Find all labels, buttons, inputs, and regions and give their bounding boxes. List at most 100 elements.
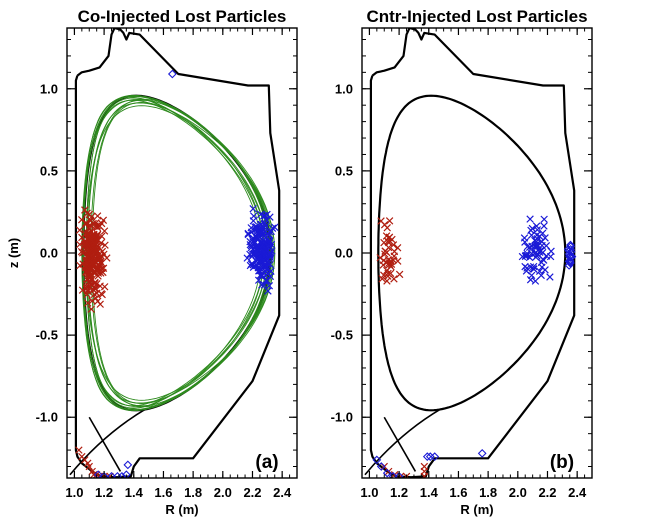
lost-particle-x-marker <box>75 446 83 454</box>
lost-particle-x-marker <box>377 217 385 225</box>
lost-particle-x-marker <box>252 223 261 231</box>
lost-particle-x-marker <box>532 240 540 249</box>
lost-particle-diamond-marker <box>477 448 487 458</box>
separatrix-line <box>377 94 567 412</box>
lost-particle-x-marker <box>93 297 102 305</box>
y-tick-label: 0.0 <box>335 246 353 261</box>
lost-particle-x-marker <box>266 260 274 268</box>
lost-particle-x-marker <box>81 206 89 214</box>
lost-particle-x-marker <box>84 230 93 238</box>
y-tick-label: -0.5 <box>331 328 353 343</box>
lost-particle-diamond-marker <box>430 452 440 462</box>
lost-particle-x-marker <box>85 224 93 232</box>
lost-particle-x-marker <box>94 272 102 280</box>
lost-particle-x-marker <box>522 267 531 275</box>
x-axis-label: R (m) <box>460 502 493 517</box>
lost-particle-x-marker <box>85 268 93 276</box>
lost-particle-diamond-marker <box>394 471 404 478</box>
x-tick-label: 2.0 <box>214 485 232 500</box>
lost-particle-x-marker <box>546 252 555 261</box>
lost-particle-x-marker <box>96 282 104 290</box>
lost-particle-x-marker <box>389 241 398 249</box>
lost-particle-x-marker <box>97 252 105 260</box>
lost-particle-x-marker <box>99 264 108 272</box>
lost-particle-x-marker <box>88 258 96 267</box>
panel-b: Cntr-Injected Lost Particles 1.0 1.2 1.4 1.6… <box>331 7 593 517</box>
lost-particle-x-marker <box>87 212 96 221</box>
lost-particle-x-marker <box>388 235 396 244</box>
lost-particle-x-marker <box>93 222 101 230</box>
lost-particle-x-marker <box>265 282 274 290</box>
lost-particle-diamond-marker <box>422 452 432 462</box>
lost-particle-x-marker <box>522 251 530 260</box>
y-tick-label: 1.0 <box>335 81 353 96</box>
lost-particle-x-marker <box>526 215 534 223</box>
divertor-leg-line <box>88 416 122 472</box>
lost-particle-x-marker <box>420 472 429 478</box>
plot-area <box>364 28 577 478</box>
lost-particle-x-marker <box>86 233 94 242</box>
lost-particle-x-marker <box>85 462 93 471</box>
x-tick-label: 1.2 <box>390 485 408 500</box>
lost-particle-x-marker <box>94 261 103 269</box>
lost-particle-x-marker <box>261 212 270 220</box>
x-tick-label: 2.2 <box>538 485 556 500</box>
lost-particle-x-marker <box>257 256 265 265</box>
lost-particle-x-marker <box>80 240 89 249</box>
lost-particle-diamond-marker <box>564 257 574 266</box>
y-axis-label: z (m) <box>6 238 21 268</box>
lost-particle-x-marker <box>531 277 540 285</box>
x-axis-label: R (m) <box>165 502 198 517</box>
lost-particle-x-marker <box>384 243 393 252</box>
lost-particle-diamond-marker <box>563 245 573 254</box>
orbit-line <box>82 96 268 410</box>
lost-particle-x-marker <box>93 280 101 288</box>
panel-a: Co-Injected Lost Particles 1.0 1.2 1.4 1.6 1.… <box>6 7 298 517</box>
lost-particle-x-marker <box>257 271 266 279</box>
lost-particle-x-marker <box>244 230 253 239</box>
lost-particle-x-marker <box>251 262 259 270</box>
lost-particle-x-marker <box>395 270 404 279</box>
lost-particle-x-marker <box>260 223 269 231</box>
lost-particle-x-marker <box>538 238 546 246</box>
divertor-leg-line <box>383 416 417 472</box>
lost-particle-x-marker <box>89 470 98 478</box>
lost-particle-x-marker <box>247 260 256 268</box>
lost-particle-x-marker <box>538 248 547 257</box>
lost-particle-x-marker <box>523 264 531 272</box>
lost-particle-x-marker <box>90 239 99 247</box>
x-tick-label: 1.4 <box>420 485 439 500</box>
lost-particle-x-marker <box>537 271 545 280</box>
lost-particle-x-marker <box>93 212 102 220</box>
lost-particle-diamond-marker <box>564 261 574 270</box>
lost-particle-diamond-marker <box>376 462 386 471</box>
chart-title: Co-Injected Lost Particles <box>78 7 287 26</box>
lost-particle-x-marker <box>379 261 388 269</box>
lost-particle-x-marker <box>90 253 99 261</box>
orbit-line <box>81 94 273 412</box>
lost-particle-x-marker <box>96 222 104 230</box>
y-tick-label: 1.0 <box>40 81 58 96</box>
lost-particle-x-marker <box>521 238 529 246</box>
lost-particle-x-marker <box>529 262 538 271</box>
lost-particle-x-marker <box>387 262 395 271</box>
lost-particle-x-marker <box>256 258 265 266</box>
x-tick-label: 1.0 <box>360 485 378 500</box>
x-tick-label: 1.6 <box>154 485 172 500</box>
lost-particle-x-marker <box>390 252 398 260</box>
lost-particle-x-marker <box>253 225 261 234</box>
orbit-line <box>82 95 274 411</box>
lost-particle-x-marker <box>393 244 402 252</box>
lost-particle-x-marker <box>531 249 540 257</box>
lost-particle-x-marker <box>376 254 384 262</box>
orbit-line <box>90 98 270 408</box>
lost-particle-diamond-marker <box>167 69 177 79</box>
lost-particle-x-marker <box>101 241 109 249</box>
lost-particle-x-marker <box>260 238 268 247</box>
x-tick-label: 2.2 <box>243 485 261 500</box>
lost-particle-diamond-marker <box>388 471 398 478</box>
lost-particle-x-marker <box>91 246 100 254</box>
orbit-line <box>87 102 276 404</box>
lost-particle-x-marker <box>535 232 544 241</box>
lost-particle-diamond-marker <box>93 470 103 478</box>
